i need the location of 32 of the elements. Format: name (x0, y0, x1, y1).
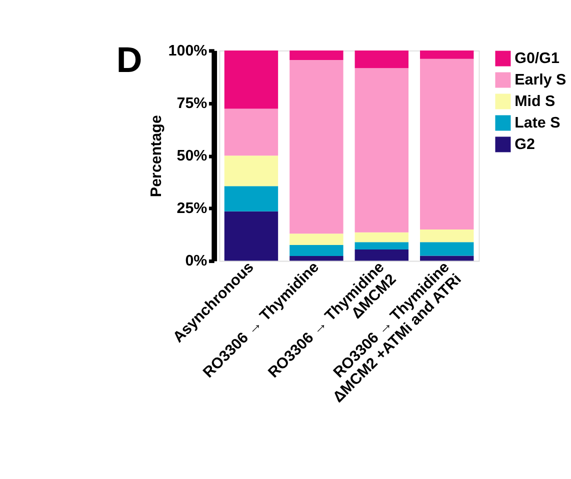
y-tick-label: 100% (168, 42, 208, 60)
bar (420, 58, 474, 230)
bar (420, 256, 474, 261)
legend-label: Late S (514, 114, 560, 132)
bar (224, 211, 278, 261)
y-tick-label: 25% (176, 200, 208, 218)
legend-label: G0/G1 (514, 50, 560, 68)
y-axis-title: Percentage (148, 115, 166, 198)
bar (420, 242, 474, 256)
bar (354, 249, 408, 261)
bar (224, 108, 278, 156)
legend-label: Mid S (514, 92, 556, 110)
y-tick-label: 0% (185, 252, 208, 270)
bar (290, 245, 344, 256)
y-tick-label: 75% (176, 94, 208, 112)
bar (224, 50, 278, 109)
bar (290, 256, 344, 261)
bar (290, 50, 344, 60)
bar (290, 60, 344, 234)
bar (224, 186, 278, 212)
y-tick-label: 50% (176, 148, 208, 165)
text: D (116, 40, 142, 80)
bar (354, 68, 408, 232)
legend-label: G2 (514, 136, 535, 153)
bar (354, 50, 408, 68)
bar (420, 50, 474, 59)
legend-label: Early S (514, 71, 566, 88)
bar (354, 242, 408, 250)
bar (290, 234, 344, 246)
bar (354, 232, 408, 242)
bar (420, 229, 474, 242)
bar (224, 156, 278, 186)
